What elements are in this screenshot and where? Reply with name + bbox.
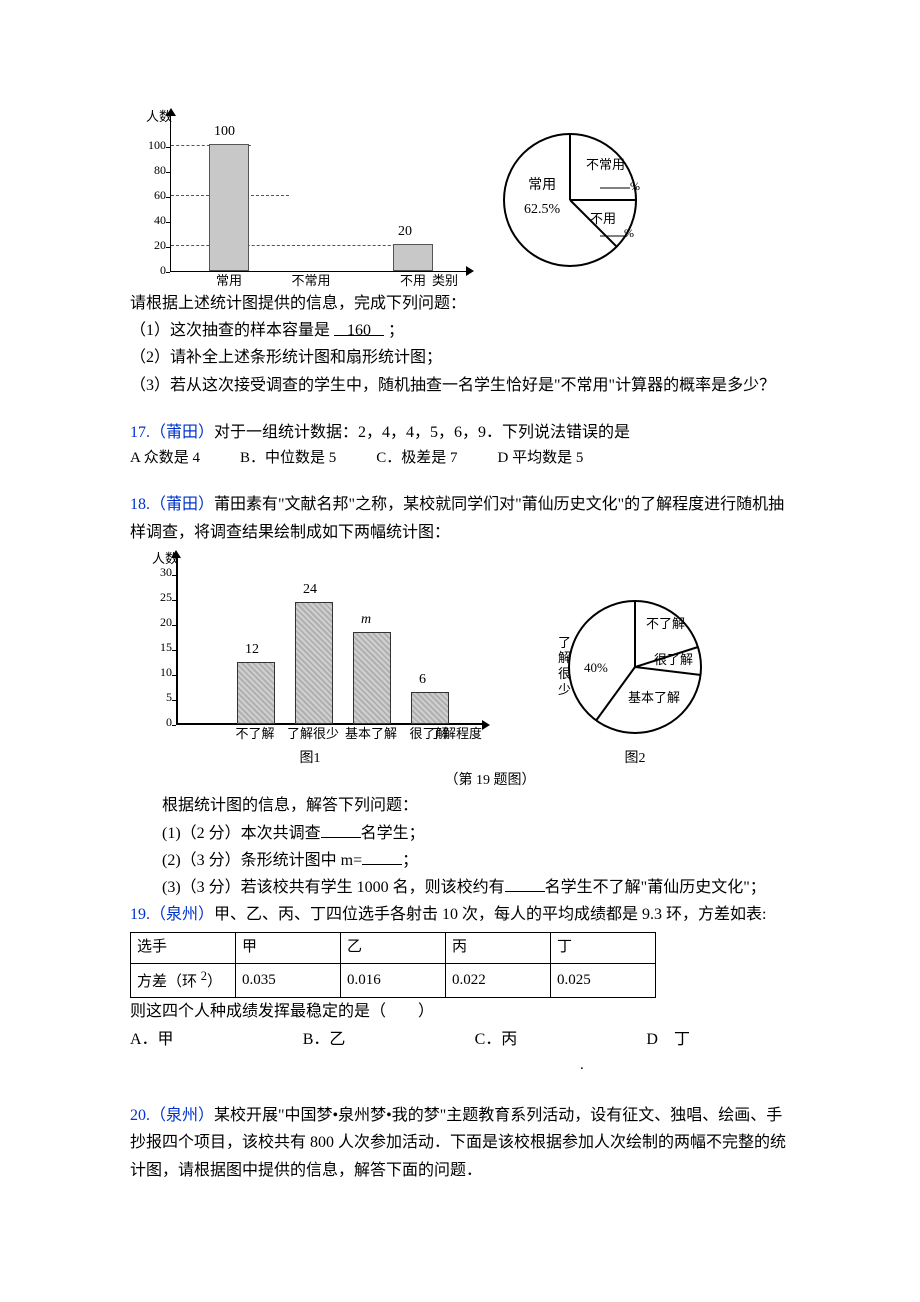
q17-options: A 众数是 4 B．中位数是 5 C．极差是 7 D 平均数是 5 [130, 446, 790, 472]
q-chart1-p3: （3）若从这次接受调查的学生中，随机抽查一名学生恰好是"不常用"计算器的概率是多… [130, 372, 790, 399]
q18-sub-2b: ； [402, 852, 418, 869]
pie1-tr-label: 不常用 [586, 154, 625, 176]
pie1-main-pct: 62.5% [524, 198, 560, 222]
q19-stem: 甲、乙、丙、丁四位选手各射击 10 次，每人的平均成绩都是 9.3 环，方差如表… [214, 906, 766, 923]
q18-sub-2a: (2)（3 分）条形统计图中 m= [162, 852, 362, 869]
q19-option: A．甲 [130, 1026, 174, 1053]
q18-sub-3: (3)（3 分）若该校共有学生 1000 名，则该校约有 名学生不了解"莆仙历史文… [130, 874, 790, 901]
q19-options: A．甲 B．乙 C．丙 D 丁 [130, 1026, 690, 1053]
bar-chart-2: 人数 1224m6 了解程度 051015202530不了解了解很少基本了解很了… [130, 552, 490, 747]
pie2-tl-label: 了解很少 [558, 635, 571, 697]
q17: 17.（莆田）对于一组统计数据：2，4，4，5，6，9．下列说法错误的是 [130, 419, 790, 446]
figure-row-1: 人数 10020 类别 020406080100常用不常用不用 [130, 110, 790, 290]
pie2-tr-label: 不了解 [646, 613, 685, 635]
q19: 19.（泉州）甲、乙、丙、丁四位选手各射击 10 次，每人的平均成绩都是 9.3… [130, 901, 790, 928]
pie1-tr-pct: % [630, 176, 640, 196]
pie2-br-label: 基本了解 [628, 687, 680, 709]
q17-option: B．中位数是 5 [240, 446, 336, 472]
q-chart1-p1: （1）这次抽查的样本容量是 160 ； [130, 317, 790, 344]
q19-option: C．丙 [475, 1026, 518, 1053]
q-chart1-p1-post: ； [388, 322, 404, 339]
q17-option: A 众数是 4 [130, 446, 200, 472]
q19-table: 选手甲乙丙丁方差（环 2）0.0350.0160.0220.025 [130, 932, 656, 998]
q20: 20.（泉州）某校开展"中国梦•泉州梦•我的梦"主题教育系列活动，设有征文、独唱… [130, 1102, 790, 1184]
q17-option: C．极差是 7 [376, 446, 457, 472]
q17-option: D 平均数是 5 [498, 446, 584, 472]
pie2-caption: 图2 [625, 747, 646, 771]
q18-sub-3b: 名学生不了解"莆仙历史文化"； [545, 879, 766, 896]
q-chart1-p1-pre: （1）这次抽查的样本容量是 [130, 322, 330, 339]
pie1-br-pct: % [624, 223, 634, 243]
pie2-r-label: 很了解 [654, 649, 693, 671]
q20-num: 20.（泉州） [130, 1107, 214, 1124]
pie-chart-2: 了解很少 40% 不了解 很了解 基本了解 [550, 587, 720, 747]
pie2-tl-pct: 40% [584, 657, 608, 679]
q-chart1-p1-ans: 160 [334, 317, 384, 336]
q19-trailing-dot: . [580, 1053, 790, 1079]
q-chart1-p2: （2）请补全上述条形统计图和扇形统计图； [130, 344, 790, 371]
q17-num: 17.（莆田） [130, 424, 214, 441]
q18-stem: 莆田素有"文献名邦"之称，某校就同学们对"莆仙历史文化"的了解程度进行随机抽样调… [130, 496, 784, 540]
pie1-br-label: 不用 [590, 208, 616, 230]
q17-stem: 对于一组统计数据：2，4，4，5，6，9．下列说法错误的是 [214, 424, 630, 441]
bar-chart-1: 人数 10020 类别 020406080100常用不常用不用 [130, 110, 460, 290]
figure-caption-19: （第 19 题图） [190, 769, 790, 793]
q19-option: B．乙 [303, 1026, 346, 1053]
q18-sub-2: (2)（3 分）条形统计图中 m= ； [130, 847, 790, 874]
q18-sub-1: (1)（2 分）本次共调查 名学生； [130, 820, 790, 847]
pie-chart-1: 常用 62.5% 不常用 % 不用 % [490, 120, 650, 280]
q19-option: D 丁 [646, 1026, 690, 1053]
q18-sub-3a: (3)（3 分）若该校共有学生 1000 名，则该校约有 [162, 879, 505, 896]
figure-row-2: 人数 1224m6 了解程度 051015202530不了解了解很少基本了解很了… [130, 552, 790, 771]
q18-sub-intro: 根据统计图的信息，解答下列问题： [130, 792, 790, 819]
q18-num: 18.（莆田） [130, 496, 214, 513]
bar2-caption: 图1 [300, 747, 321, 771]
q18: 18.（莆田）莆田素有"文献名邦"之称，某校就同学们对"莆仙历史文化"的了解程度… [130, 491, 790, 545]
q20-stem: 某校开展"中国梦•泉州梦•我的梦"主题教育系列活动，设有征文、独唱、绘画、手抄报… [130, 1107, 786, 1178]
q19-question: 则这四个人种成绩发挥最稳定的是（ ） [130, 998, 790, 1025]
pie1-main-label: 常用 [524, 174, 560, 198]
q18-sub-1a: (1)（2 分）本次共调查 [162, 825, 321, 842]
q-chart1-intro: 请根据上述统计图提供的信息，完成下列问题： [130, 290, 790, 317]
q19-num: 19.（泉州） [130, 906, 214, 923]
q18-sub-1b: 名学生； [361, 825, 425, 842]
